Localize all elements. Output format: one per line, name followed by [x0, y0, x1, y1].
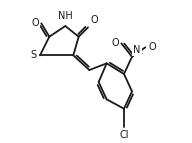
- Text: S: S: [31, 50, 37, 60]
- Text: +: +: [136, 49, 142, 58]
- Text: O: O: [148, 42, 156, 52]
- Text: −: −: [149, 42, 157, 52]
- Text: N: N: [133, 45, 141, 55]
- Text: O: O: [91, 15, 98, 25]
- Text: O: O: [111, 38, 119, 48]
- Text: O: O: [31, 18, 39, 28]
- Text: NH: NH: [58, 11, 73, 21]
- Text: Cl: Cl: [119, 130, 129, 140]
